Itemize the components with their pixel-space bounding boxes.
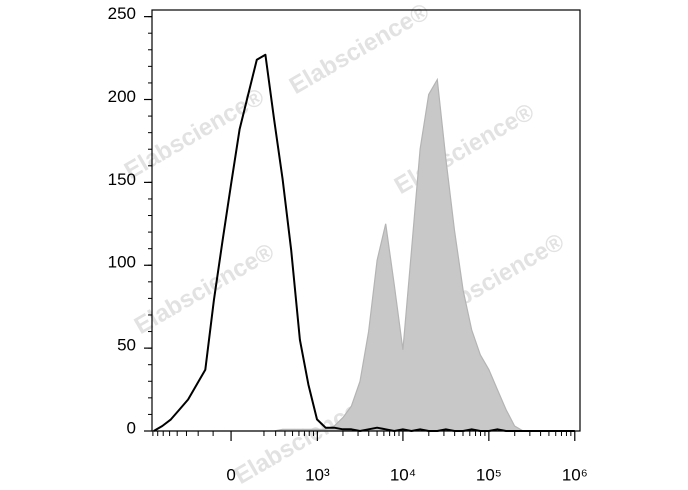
y-tick-label: 0 (127, 418, 136, 437)
plot-area: 0 50 100 150 200 250 0 10³ 10⁴ 10⁵ 10⁶ (108, 4, 588, 484)
watermark: Elabscience® (390, 98, 539, 200)
x-tick-label: 10³ (305, 465, 330, 484)
y-tick-label: 150 (108, 170, 136, 189)
y-tick-label: 50 (117, 336, 136, 355)
x-tick-label: 0 (226, 465, 235, 484)
watermark: Elabscience® (285, 0, 434, 100)
x-tick-label: 10⁶ (562, 465, 588, 484)
y-tick-label: 200 (108, 87, 136, 106)
y-tick-label: 250 (108, 4, 136, 23)
plot-frame (151, 9, 581, 432)
x-tick-label: 10⁵ (476, 465, 502, 484)
y-tick-label: 100 (108, 253, 136, 272)
x-tick-label: 10⁴ (390, 465, 416, 484)
